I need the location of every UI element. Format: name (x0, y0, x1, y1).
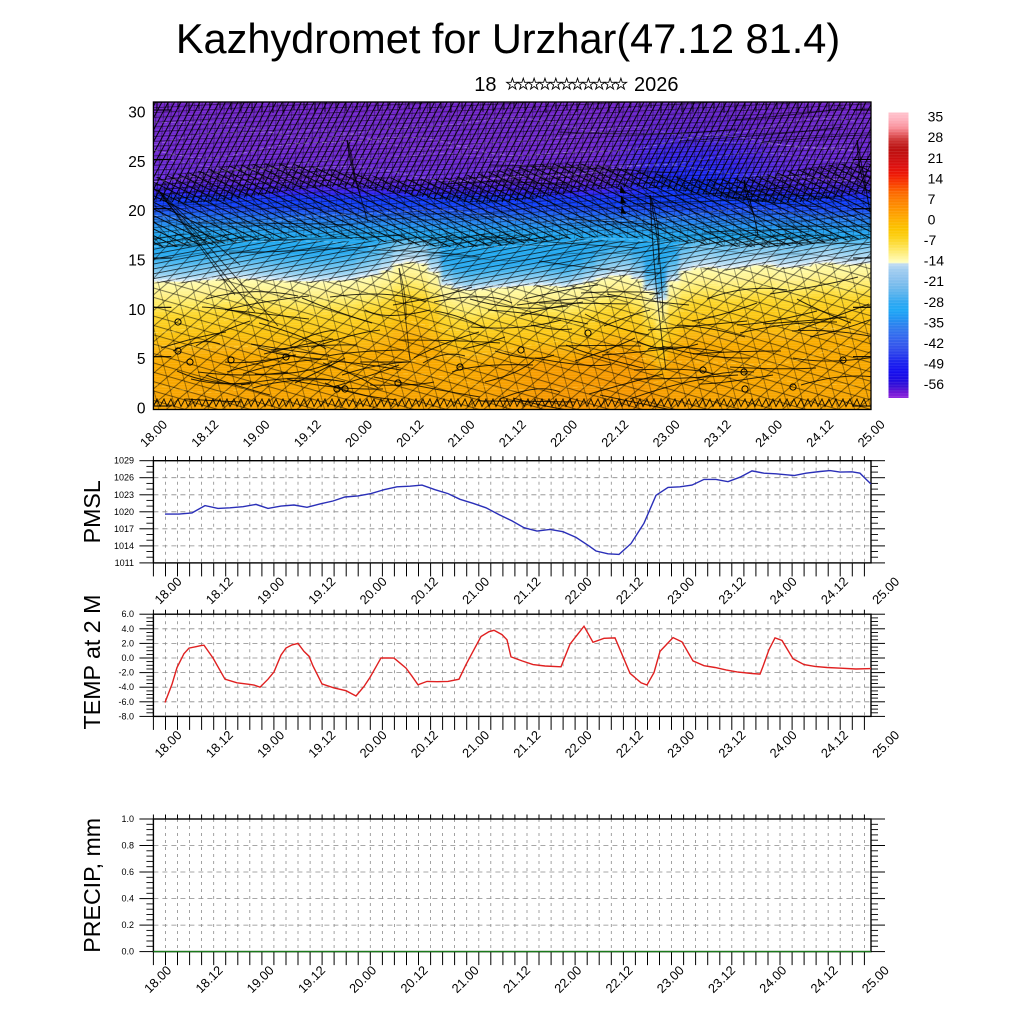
svg-text:-56: -56 (924, 376, 944, 392)
svg-text:1017: 1017 (114, 524, 134, 534)
svg-text:7: 7 (928, 191, 936, 207)
svg-text:15: 15 (128, 253, 145, 270)
svg-text:PRECIP, mm: PRECIP, mm (79, 818, 105, 953)
svg-text:1011: 1011 (115, 558, 134, 568)
svg-text:35: 35 (928, 109, 944, 125)
svg-text:-7: -7 (924, 232, 937, 248)
svg-text:0.2: 0.2 (121, 920, 134, 930)
svg-text:20: 20 (128, 203, 146, 220)
svg-text:1020: 1020 (114, 507, 134, 517)
svg-text:18: 18 (474, 74, 496, 96)
svg-text:21: 21 (928, 150, 944, 166)
svg-text:10: 10 (128, 302, 146, 319)
svg-text:0: 0 (928, 212, 936, 228)
svg-text:-8.0: -8.0 (118, 711, 134, 721)
svg-text:1029: 1029 (114, 456, 134, 466)
svg-text:TEMP at 2 M: TEMP at 2 M (79, 595, 105, 730)
svg-text:-6.0: -6.0 (118, 697, 134, 707)
svg-text:PMSL: PMSL (79, 480, 105, 543)
svg-text:2026: 2026 (634, 74, 679, 96)
svg-text:0.0: 0.0 (121, 947, 134, 957)
svg-text:Kazhydromet for Urzhar(47.12 8: Kazhydromet for Urzhar(47.12 81.4) (176, 15, 840, 62)
svg-text:-49: -49 (924, 356, 944, 372)
svg-text:1023: 1023 (114, 490, 134, 500)
svg-text:-35: -35 (924, 314, 944, 330)
svg-text:0.8: 0.8 (121, 841, 134, 851)
svg-text:-21: -21 (924, 273, 944, 289)
svg-text:28: 28 (928, 129, 944, 145)
svg-text:1014: 1014 (114, 541, 134, 551)
svg-text:0.6: 0.6 (121, 867, 134, 877)
svg-text:-2.0: -2.0 (118, 668, 134, 678)
svg-text:6.0: 6.0 (121, 609, 134, 619)
svg-text:14: 14 (928, 170, 944, 186)
svg-text:0.0: 0.0 (121, 653, 134, 663)
svg-text:1.0: 1.0 (121, 814, 134, 824)
svg-text:-14: -14 (924, 253, 944, 269)
svg-text:5: 5 (137, 351, 146, 368)
svg-text:-4.0: -4.0 (118, 682, 134, 692)
svg-text:2.0: 2.0 (121, 638, 134, 648)
svg-text:-28: -28 (924, 294, 944, 310)
svg-text:0.4: 0.4 (121, 894, 134, 904)
svg-text:0: 0 (137, 401, 146, 418)
svg-text:1026: 1026 (114, 473, 134, 483)
svg-text:-42: -42 (924, 335, 944, 351)
svg-text:25: 25 (128, 154, 145, 171)
svg-text:4.0: 4.0 (121, 624, 134, 634)
svg-text:30: 30 (128, 105, 146, 122)
